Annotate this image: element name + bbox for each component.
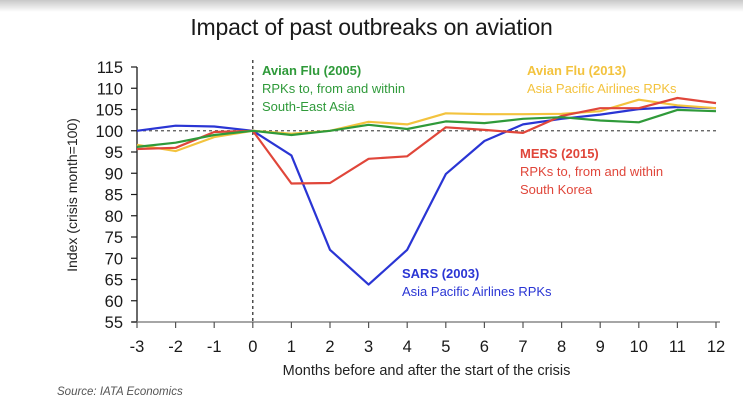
y-tick-label: 55: [105, 314, 123, 332]
annotation-avian-2005-title: Avian Flu (2005): [262, 63, 362, 78]
annotation-sars-title: SARS (2003): [402, 266, 480, 281]
x-tick-label: 11: [669, 338, 686, 356]
x-tick-label: -1: [207, 338, 222, 356]
x-tick-label: 6: [480, 338, 489, 356]
x-tick-label: 8: [557, 338, 566, 356]
x-axis-label: Months before and after the start of the…: [282, 363, 571, 379]
chart-title: Impact of past outbreaks on aviation: [190, 14, 553, 40]
y-tick-label: 95: [105, 144, 123, 162]
top-shade: [0, 0, 743, 12]
x-tick-label: 5: [441, 338, 450, 356]
y-tick-label: 115: [97, 59, 123, 77]
y-tick-label: 75: [105, 229, 123, 247]
annotation-sars-line1: Asia Pacific Airlines RPKs: [402, 284, 552, 299]
series-line-avian-flu-2005: [136, 108, 717, 148]
y-tick-label: 60: [105, 293, 123, 311]
series-line-sars-2003: [136, 105, 717, 286]
x-tick-label: 12: [707, 338, 725, 356]
annotation-avian-2005-line2: South-East Asia: [262, 99, 355, 114]
annotation-avian-2013-title: Avian Flu (2013): [527, 63, 627, 78]
x-tick-label: 4: [403, 338, 412, 356]
annotation-mers-title: MERS (2015): [520, 146, 599, 161]
y-tick-label: 70: [105, 250, 123, 268]
x-tick-label: 10: [630, 338, 648, 356]
annotation-sars: SARS (2003) Asia Pacific Airlines RPKs: [402, 265, 552, 301]
x-tick-label: 3: [364, 338, 373, 356]
x-tick-label: -3: [130, 338, 145, 356]
x-tick-label: 9: [596, 338, 605, 356]
annotation-mers: MERS (2015) RPKs to, from and within Sou…: [520, 145, 663, 199]
y-tick-label: 80: [105, 208, 123, 226]
annotation-mers-line2: South Korea: [520, 182, 593, 197]
y-tick-label: 100: [95, 123, 123, 141]
y-tick-label: 65: [105, 272, 123, 290]
y-tick-label: 110: [97, 80, 123, 98]
y-tick-label: 85: [105, 187, 123, 205]
annotation-avian-2005: Avian Flu (2005) RPKs to, from and withi…: [262, 62, 405, 116]
annotation-avian-2013-line1: Asia Pacific Airlines RPKs: [527, 81, 677, 96]
x-tick-label: -2: [168, 338, 183, 356]
y-tick-label: 90: [105, 165, 123, 183]
x-tick-label: 1: [287, 338, 296, 356]
source-note: Source: IATA Economics: [57, 386, 183, 398]
x-tick-label: 0: [248, 338, 257, 356]
annotation-avian-2005-line1: RPKs to, from and within: [262, 81, 406, 96]
y-tick-label: 105: [95, 102, 123, 120]
series-line-mers-2015: [136, 96, 717, 185]
x-tick-label: 7: [518, 338, 527, 356]
x-tick-label: 2: [325, 338, 334, 356]
annotation-avian-2013: Avian Flu (2013) Asia Pacific Airlines R…: [527, 62, 677, 98]
annotation-mers-line1: RPKs to, from and within: [520, 164, 664, 179]
